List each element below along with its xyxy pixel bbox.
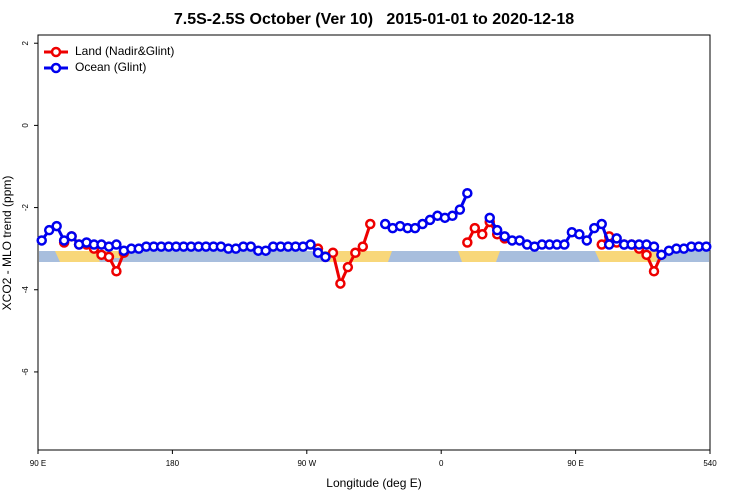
data-point <box>350 247 361 259</box>
data-point <box>447 210 458 222</box>
x-tick-label: 0 <box>439 459 444 468</box>
data-point <box>51 220 62 232</box>
data-point <box>701 241 712 252</box>
data-point <box>574 229 585 240</box>
data-point <box>111 266 122 277</box>
data-point <box>327 247 339 259</box>
data-point <box>379 218 391 230</box>
x-tick-label: 90 E <box>567 459 583 468</box>
x-tick-label: 90 W <box>297 459 316 468</box>
data-point <box>36 235 47 246</box>
data-point <box>477 229 488 240</box>
data-point <box>648 241 660 252</box>
data-point <box>43 224 55 236</box>
data-point <box>320 251 331 263</box>
data-point <box>462 187 473 199</box>
data-point <box>260 245 271 256</box>
data-point <box>656 249 667 261</box>
data-point <box>641 249 652 261</box>
data-point <box>491 224 503 236</box>
data-point <box>245 241 257 252</box>
data-point <box>335 278 346 289</box>
x-tick-label: 540 <box>703 459 717 468</box>
data-point <box>603 239 615 250</box>
data-point <box>357 241 369 252</box>
data-point <box>648 266 660 277</box>
data-point <box>424 214 436 226</box>
legend-marker <box>50 62 62 74</box>
legend-marker <box>50 46 62 58</box>
data-point <box>484 212 495 224</box>
y-tick-label: -6 <box>21 368 30 376</box>
y-tick-label: -2 <box>21 203 30 211</box>
legend-label: Ocean (Glint) <box>75 60 146 74</box>
data-point <box>581 235 593 246</box>
data-point <box>454 204 466 215</box>
data-point <box>66 231 77 242</box>
data-point <box>409 222 421 234</box>
data-point <box>596 218 607 230</box>
data-point <box>103 251 115 263</box>
chart-title: 7.5S-2.5S October (Ver 10) 2015-01-01 to… <box>174 11 574 28</box>
data-point <box>312 247 324 259</box>
x-tick-label: 90 E <box>30 459 46 468</box>
y-tick-label: 2 <box>21 40 30 45</box>
data-point <box>305 239 316 250</box>
y-tick-label: 0 <box>21 123 30 128</box>
data-point <box>589 222 600 234</box>
data-point <box>58 235 70 246</box>
x-axis-label: Longitude (deg E) <box>326 476 421 490</box>
data-point <box>611 233 622 244</box>
map-strip <box>39 251 709 262</box>
data-point <box>417 218 428 230</box>
legend-label: Land (Nadir&Glint) <box>75 44 174 58</box>
x-tick-label: 180 <box>166 459 180 468</box>
data-point <box>469 222 481 234</box>
data-point <box>514 235 525 246</box>
data-point <box>111 239 122 250</box>
y-axis-label: XCO2 - MLO trend (ppm) <box>0 176 14 311</box>
data-point <box>462 237 473 248</box>
data-point <box>342 261 354 273</box>
y-tick-label: -4 <box>21 286 30 294</box>
data-point <box>365 218 376 230</box>
data-point <box>559 239 570 250</box>
data-point <box>499 231 510 242</box>
